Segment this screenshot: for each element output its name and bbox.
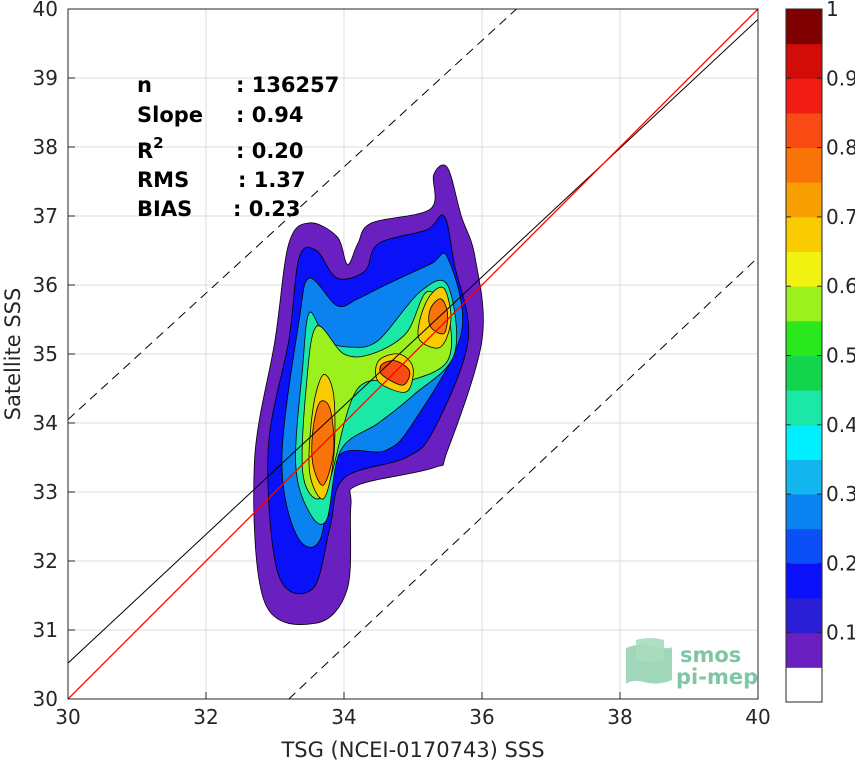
x-axis-label: TSG (NCEI-0170743) SSS xyxy=(280,738,544,762)
y-tick-label: 30 xyxy=(33,687,58,711)
reference-lines xyxy=(68,9,758,699)
colorbar-tick-label: 0.3 xyxy=(826,482,855,506)
colorbar-segment xyxy=(786,251,822,287)
logo-text-pimep: pi-mep xyxy=(676,665,758,689)
colorbar-segment xyxy=(786,390,822,426)
y-tick-label: 37 xyxy=(33,204,58,228)
colorbar-segment xyxy=(786,147,822,183)
y-axis-label: Satellite SSS xyxy=(1,288,25,421)
colorbar-segment xyxy=(786,112,822,149)
x-tick-label: 38 xyxy=(607,705,632,729)
colorbar-segment xyxy=(786,320,822,356)
y-tick-label: 38 xyxy=(33,135,58,159)
x-tick-label: 32 xyxy=(193,705,218,729)
x-tick-label: 30 xyxy=(55,705,80,729)
density-contour xyxy=(428,298,449,335)
colorbar-tick-label: 0.4 xyxy=(826,413,855,437)
stat-label: n xyxy=(137,73,152,97)
colorbar-segment xyxy=(786,182,822,218)
stat-superscript: 2 xyxy=(153,134,163,152)
colorbar-tick-label: 0.8 xyxy=(826,136,855,160)
colorbar-segment xyxy=(786,286,822,322)
colorbar-tick-label: 0.6 xyxy=(826,274,855,298)
x-axis-ticks: 30 32 34 36 38 40 xyxy=(55,692,771,729)
x-tick-label: 40 xyxy=(745,705,770,729)
colorbar-tick-label: 0.5 xyxy=(826,344,855,368)
colorbar-ticks: 0.1 0.2 0.3 0.4 0.5 0.6 0.7 0.8 0.9 1 xyxy=(786,0,855,645)
logo-text-smos: smos xyxy=(680,643,741,667)
colorbar-segment xyxy=(786,563,822,599)
colorbar-tick-label: 1 xyxy=(826,0,839,21)
stat-value: : 0.23 xyxy=(233,197,301,221)
stat-label: RMS xyxy=(137,168,189,192)
colorbar-segment xyxy=(786,78,822,114)
colorbar-segment xyxy=(786,632,822,668)
colorbar-segment xyxy=(786,424,822,460)
colorbar-tick-label: 0.1 xyxy=(826,621,855,645)
upper-bound-dashed-line xyxy=(68,9,517,420)
colorbar-tick-label: 0.9 xyxy=(826,66,855,90)
y-tick-label: 31 xyxy=(33,618,58,642)
y-tick-label: 40 xyxy=(33,0,58,21)
y-tick-label: 39 xyxy=(33,66,58,90)
colorbar-tick-label: 0.2 xyxy=(826,551,855,575)
x-tick-label: 36 xyxy=(469,705,494,729)
colorbar-segment xyxy=(786,494,822,530)
y-tick-label: 33 xyxy=(33,480,58,504)
stat-value: : 0.94 xyxy=(236,103,304,127)
stat-label: BIAS xyxy=(137,197,192,221)
colorbar-segment xyxy=(786,667,822,702)
regression-fit-line xyxy=(68,18,758,664)
stat-label: Slope xyxy=(137,103,203,127)
colorbar-segment xyxy=(786,355,822,391)
colorbar-segment xyxy=(786,528,822,564)
stat-value: : 136257 xyxy=(236,73,339,97)
colorbar xyxy=(786,9,822,702)
colorbar-segment xyxy=(786,43,822,79)
colorbar-segment xyxy=(786,459,822,495)
density-contour xyxy=(311,400,335,486)
colorbar-segment xyxy=(786,9,822,45)
y-tick-label: 32 xyxy=(33,549,58,573)
smos-pimep-logo: smos pi-mep xyxy=(626,638,758,689)
y-axis-ticks: 30 31 32 33 34 35 36 37 38 39 40 xyxy=(33,0,75,711)
stat-value: : 1.37 xyxy=(238,168,306,192)
stat-value: : 0.20 xyxy=(236,139,304,163)
y-tick-label: 34 xyxy=(33,411,58,435)
x-tick-label: 34 xyxy=(331,705,356,729)
lower-bound-dashed-line xyxy=(288,257,758,699)
colorbar-segment xyxy=(786,216,822,253)
y-tick-label: 36 xyxy=(33,273,58,297)
density-contours xyxy=(253,164,484,626)
logo-wave-graphic-2 xyxy=(636,638,664,662)
colorbar-segment xyxy=(786,598,822,634)
colorbar-tick-label: 0.7 xyxy=(826,205,855,229)
one-to-one-line xyxy=(68,9,758,699)
y-tick-label: 35 xyxy=(33,342,58,366)
